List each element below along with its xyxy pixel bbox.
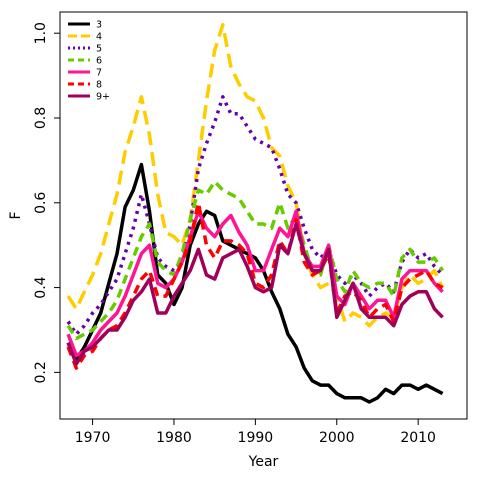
x-axis: 1970 1980 1990 2000 2010 [75, 419, 436, 446]
legend-label: 3 [96, 20, 102, 31]
x-tick-label: 2000 [319, 430, 355, 446]
legend-label: 8 [96, 80, 102, 91]
x-tick-label: 1990 [238, 430, 274, 446]
y-tick-label: 0.6 [33, 192, 49, 214]
x-axis-label: Year [248, 454, 279, 470]
y-axis: 0.2 0.4 0.6 0.8 1.0 [33, 22, 60, 383]
y-tick-label: 0.8 [33, 107, 49, 129]
series-line-3 [66, 95, 444, 336]
x-tick-label: 2010 [400, 430, 436, 446]
y-tick-label: 0.2 [33, 361, 49, 383]
series-line-5 [66, 209, 444, 358]
plot-frame [59, 11, 468, 420]
y-axis-label: F [8, 211, 24, 219]
series-line-1 [66, 162, 444, 404]
series-lines [66, 22, 445, 404]
x-tick-label: 1970 [75, 430, 111, 446]
legend-label: 9+ [96, 92, 110, 103]
y-tick-label: 0.4 [33, 276, 49, 298]
legend-label: 5 [96, 44, 102, 55]
legend-label: 4 [96, 32, 102, 43]
series-line-6 [66, 201, 444, 370]
y-tick-label: 1.0 [33, 22, 49, 44]
series-line-2 [66, 22, 445, 328]
legend-label: 6 [96, 56, 102, 67]
legend-label: 7 [96, 68, 102, 79]
series-line-7 [66, 222, 444, 366]
x-tick-label: 1980 [156, 430, 192, 446]
series-line-4 [66, 179, 445, 341]
